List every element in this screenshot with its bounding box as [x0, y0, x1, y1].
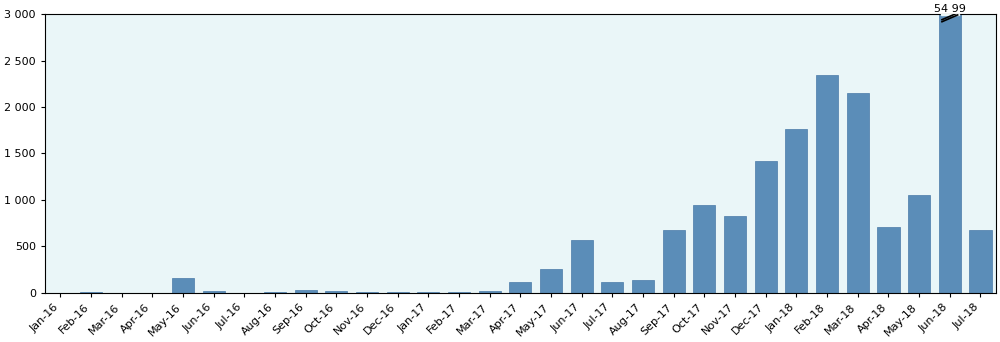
Bar	[847, 93, 869, 293]
Bar	[540, 268, 562, 293]
Bar	[785, 129, 807, 293]
Bar	[203, 291, 225, 293]
Bar	[509, 282, 531, 293]
Bar	[448, 292, 470, 293]
Bar	[601, 281, 623, 293]
Bar	[693, 205, 715, 293]
Bar	[632, 280, 654, 293]
Bar	[939, 14, 961, 293]
Bar	[356, 292, 378, 293]
Bar	[479, 291, 501, 293]
Bar	[816, 75, 838, 293]
Bar	[172, 278, 194, 293]
Bar	[724, 216, 746, 293]
Bar	[877, 227, 900, 293]
Bar	[969, 229, 992, 293]
Bar	[80, 292, 102, 293]
Bar	[387, 292, 409, 293]
Bar	[908, 195, 930, 293]
Text: 54 99: 54 99	[934, 4, 966, 14]
Bar	[663, 229, 685, 293]
Bar	[295, 290, 317, 293]
Bar	[264, 292, 286, 293]
Bar	[325, 291, 347, 293]
Bar	[755, 161, 777, 293]
Bar	[571, 240, 593, 293]
Bar	[941, 12, 959, 15]
